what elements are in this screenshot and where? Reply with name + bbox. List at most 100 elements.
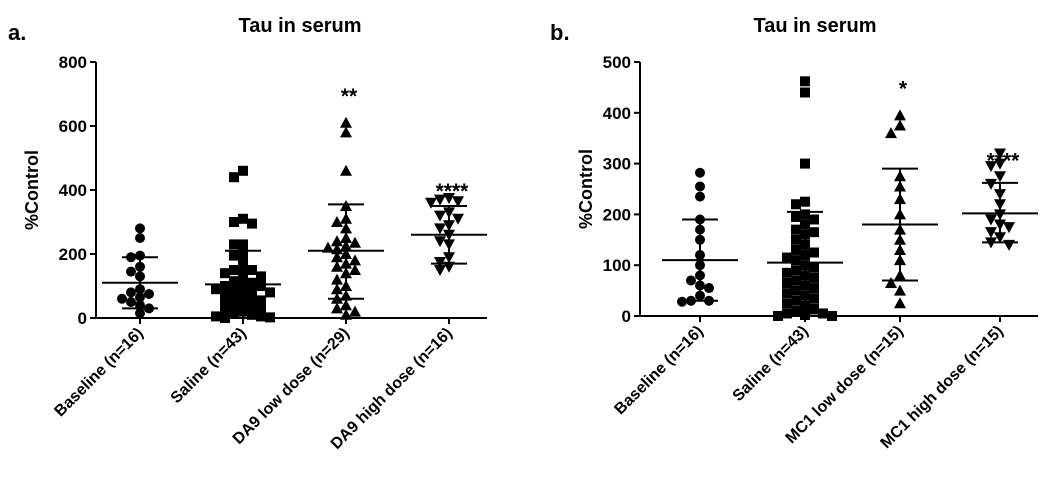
data-point	[247, 277, 257, 288]
data-point	[994, 158, 1006, 170]
data-point	[791, 199, 801, 210]
data-point	[238, 165, 248, 176]
significance-label: *	[899, 77, 908, 100]
data-point	[791, 305, 801, 316]
x-tick-label: Saline (n=43)	[730, 323, 812, 405]
data-point	[229, 250, 239, 261]
data-point	[211, 284, 221, 295]
data-point	[809, 283, 819, 294]
data-point	[791, 295, 801, 306]
data-point	[331, 283, 343, 295]
data-point	[256, 281, 266, 291]
data-point	[126, 297, 136, 307]
data-point	[135, 223, 145, 234]
x-tick-label: DA9 high dose (n=16)	[328, 325, 456, 453]
data-point	[773, 311, 783, 321]
data-point	[256, 303, 266, 314]
data-point	[229, 239, 239, 250]
y-tick-label: 200	[603, 205, 631, 224]
data-point	[809, 247, 819, 258]
data-point	[782, 288, 792, 299]
data-point	[985, 161, 997, 173]
data-point	[791, 244, 801, 255]
data-point	[985, 214, 997, 226]
data-point	[800, 76, 810, 87]
data-point	[894, 119, 906, 131]
data-point	[791, 285, 801, 296]
data-point	[229, 308, 239, 319]
data-point	[220, 289, 230, 299]
y-tick-label: 0	[78, 309, 87, 328]
data-point	[265, 287, 275, 298]
data-point	[452, 213, 464, 225]
data-point	[340, 308, 352, 320]
data-point	[135, 308, 145, 319]
data-point	[782, 267, 792, 278]
data-point	[220, 268, 230, 279]
data-point	[686, 275, 696, 286]
data-point	[340, 299, 352, 311]
data-point	[809, 227, 819, 238]
data-point	[791, 224, 801, 235]
panel-label: b.	[550, 20, 570, 45]
y-tick-label: 400	[59, 181, 87, 200]
data-point	[340, 116, 352, 128]
panel-label: a.	[8, 20, 26, 45]
data-point	[994, 171, 1006, 183]
data-point	[782, 252, 792, 263]
x-tick-label: Baseline (n=16)	[51, 325, 146, 420]
chart-title: Tau in serum	[239, 15, 362, 37]
y-tick-label: 200	[59, 245, 87, 264]
data-point	[229, 265, 239, 275]
significance-label: ****	[987, 149, 1021, 172]
significance-label: ****	[436, 180, 470, 203]
data-point	[247, 265, 257, 275]
data-point	[256, 311, 266, 322]
data-point	[349, 236, 361, 248]
data-point	[434, 210, 446, 222]
y-axis-label: %Control	[22, 150, 42, 230]
data-point	[827, 311, 837, 321]
y-tick-label: 500	[603, 53, 631, 72]
y-axis-label: %Control	[576, 149, 596, 229]
data-point	[349, 264, 361, 275]
x-tick-label: Saline (n=43)	[168, 325, 250, 407]
data-point	[331, 216, 343, 227]
data-point	[791, 265, 801, 276]
data-point	[809, 272, 819, 283]
data-point	[443, 193, 455, 204]
data-point	[791, 234, 801, 245]
data-point	[809, 214, 819, 225]
data-point	[220, 281, 230, 291]
data-point	[331, 251, 343, 263]
y-tick-label: 300	[603, 155, 631, 174]
data-point	[229, 284, 239, 295]
x-tick-label: DA9 low dose (n=29)	[230, 325, 353, 448]
data-point	[126, 266, 136, 277]
data-point	[677, 296, 687, 307]
data-point	[331, 302, 343, 314]
data-point	[247, 218, 257, 229]
chart-panel-a: a. Tau in serum %Control 0 200 400 600 800 Basel…	[8, 15, 487, 453]
data-point	[117, 293, 127, 304]
data-point	[126, 287, 136, 298]
y-tick-label: 0	[622, 307, 631, 326]
data-point	[704, 283, 714, 294]
data-point	[247, 309, 257, 320]
data-point	[800, 196, 810, 207]
data-point	[229, 300, 239, 311]
y-tick-label: 400	[603, 104, 631, 123]
chart-title: Tau in serum	[754, 15, 877, 37]
y-tick-label: 100	[603, 256, 631, 275]
data-point	[340, 126, 352, 138]
data-point	[247, 301, 257, 312]
data-point	[434, 257, 446, 268]
x-tick-label: Baseline (n=16)	[611, 323, 706, 418]
data-point	[782, 277, 792, 288]
data-point	[331, 273, 343, 285]
data-point	[809, 303, 819, 314]
data-point	[229, 172, 239, 183]
data-point	[247, 285, 257, 296]
data-point	[800, 309, 810, 320]
